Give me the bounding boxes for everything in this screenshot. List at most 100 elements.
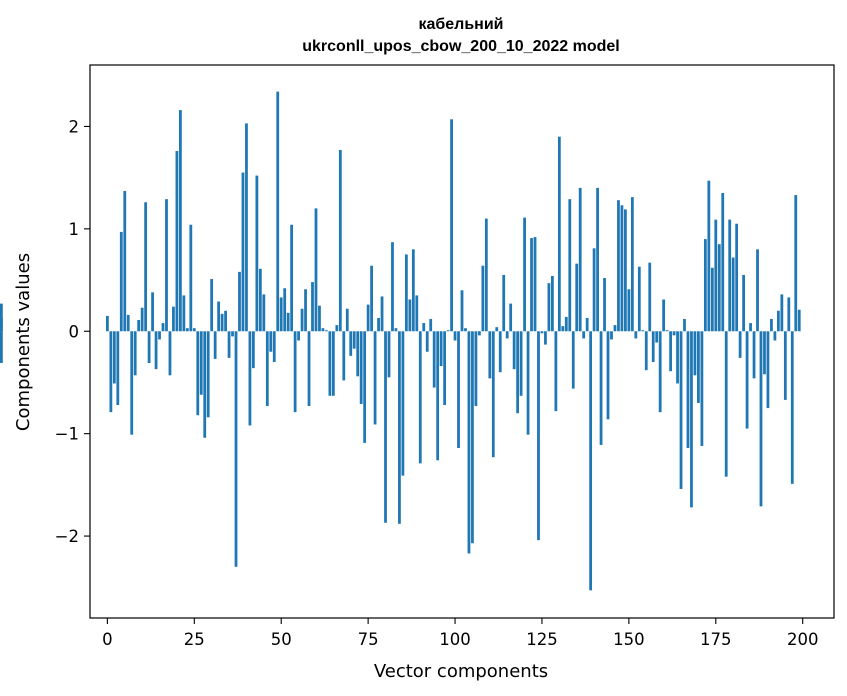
bar: [606, 331, 610, 420]
bar: [745, 331, 749, 429]
bar: [554, 331, 558, 412]
bar: [425, 331, 429, 352]
bar: [158, 331, 161, 340]
bar: [255, 175, 259, 332]
bar: [366, 304, 370, 332]
x-tick-label: 125: [526, 630, 558, 649]
bar: [220, 313, 224, 332]
bar: [564, 316, 568, 332]
bar: [352, 331, 356, 349]
bar: [669, 331, 672, 372]
bar: [154, 331, 158, 370]
bar: [384, 331, 387, 523]
bar: [766, 331, 770, 409]
bar: [464, 328, 467, 332]
bar: [575, 263, 579, 332]
bar: [262, 294, 266, 332]
bar: [491, 331, 495, 458]
bar: [703, 239, 707, 332]
bar: [763, 331, 766, 375]
y-tick-label: 2: [69, 117, 80, 136]
bar: [137, 319, 141, 332]
bar: [387, 331, 391, 378]
bar: [540, 331, 544, 334]
bar: [756, 249, 759, 332]
bar: [596, 187, 599, 332]
bar: [773, 331, 777, 341]
bar: [717, 244, 721, 332]
bar: [484, 218, 488, 332]
bar: [603, 278, 606, 332]
bar: [311, 282, 314, 332]
bar: [648, 262, 652, 332]
bar: [467, 331, 471, 554]
bar: [613, 325, 617, 332]
x-axis-ticks: 0 25 50 75 100 125 150 175 200: [102, 618, 818, 649]
bar: [683, 318, 686, 332]
bar: [356, 331, 360, 377]
bar: [537, 331, 540, 541]
bar: [206, 331, 210, 418]
bar: [415, 295, 419, 332]
bar: [735, 223, 739, 332]
bar: [252, 331, 255, 369]
bar: [0, 303, 3, 332]
bar: [411, 249, 415, 332]
bar: [547, 283, 551, 332]
bar: [617, 200, 620, 332]
bar: [477, 331, 481, 336]
bar: [109, 331, 113, 413]
chart-title: кабельний: [418, 16, 503, 33]
chart-subtitle: ukrconll_upos_cbow_200_10_2022 model: [302, 38, 619, 55]
bar: [592, 248, 596, 332]
bar: [373, 331, 377, 425]
bar: [342, 331, 346, 381]
x-tick-label: 200: [787, 630, 819, 649]
bar: [644, 331, 648, 371]
bar: [697, 331, 700, 403]
bar: [450, 119, 453, 332]
bar: [557, 136, 561, 332]
bar: [658, 331, 662, 413]
x-tick-label: 150: [613, 630, 645, 649]
bar: [293, 331, 297, 413]
bar: [418, 331, 422, 464]
bar: [630, 197, 634, 332]
bar: [446, 330, 450, 332]
bar: [797, 309, 801, 332]
bar: [314, 208, 318, 332]
bar: [790, 331, 794, 484]
bar: [731, 257, 735, 332]
y-tick-label: 0: [69, 322, 80, 341]
bar: [505, 331, 509, 339]
bar: [349, 331, 353, 356]
bar: [721, 193, 725, 332]
bar: [776, 310, 780, 332]
bar: [147, 331, 151, 364]
bar: [0, 317, 3, 332]
x-axis-label: Vector components: [374, 661, 548, 682]
bar: [325, 330, 328, 332]
bar: [422, 323, 426, 332]
bar: [641, 330, 645, 332]
bar: [119, 231, 123, 332]
bar: [512, 331, 516, 370]
bar: [286, 312, 290, 332]
bar-series: [0, 91, 801, 591]
bar: [133, 331, 137, 376]
bar: [363, 331, 367, 443]
bar: [599, 331, 603, 445]
bar: [690, 331, 693, 508]
bar: [620, 205, 624, 332]
bar: [224, 310, 227, 332]
bar: [189, 224, 193, 332]
bar: [231, 331, 234, 337]
bar: [227, 331, 231, 358]
bar: [429, 318, 433, 332]
bar: [179, 110, 182, 332]
bar: [676, 331, 679, 384]
bar: [724, 331, 728, 477]
bar: [269, 331, 273, 352]
